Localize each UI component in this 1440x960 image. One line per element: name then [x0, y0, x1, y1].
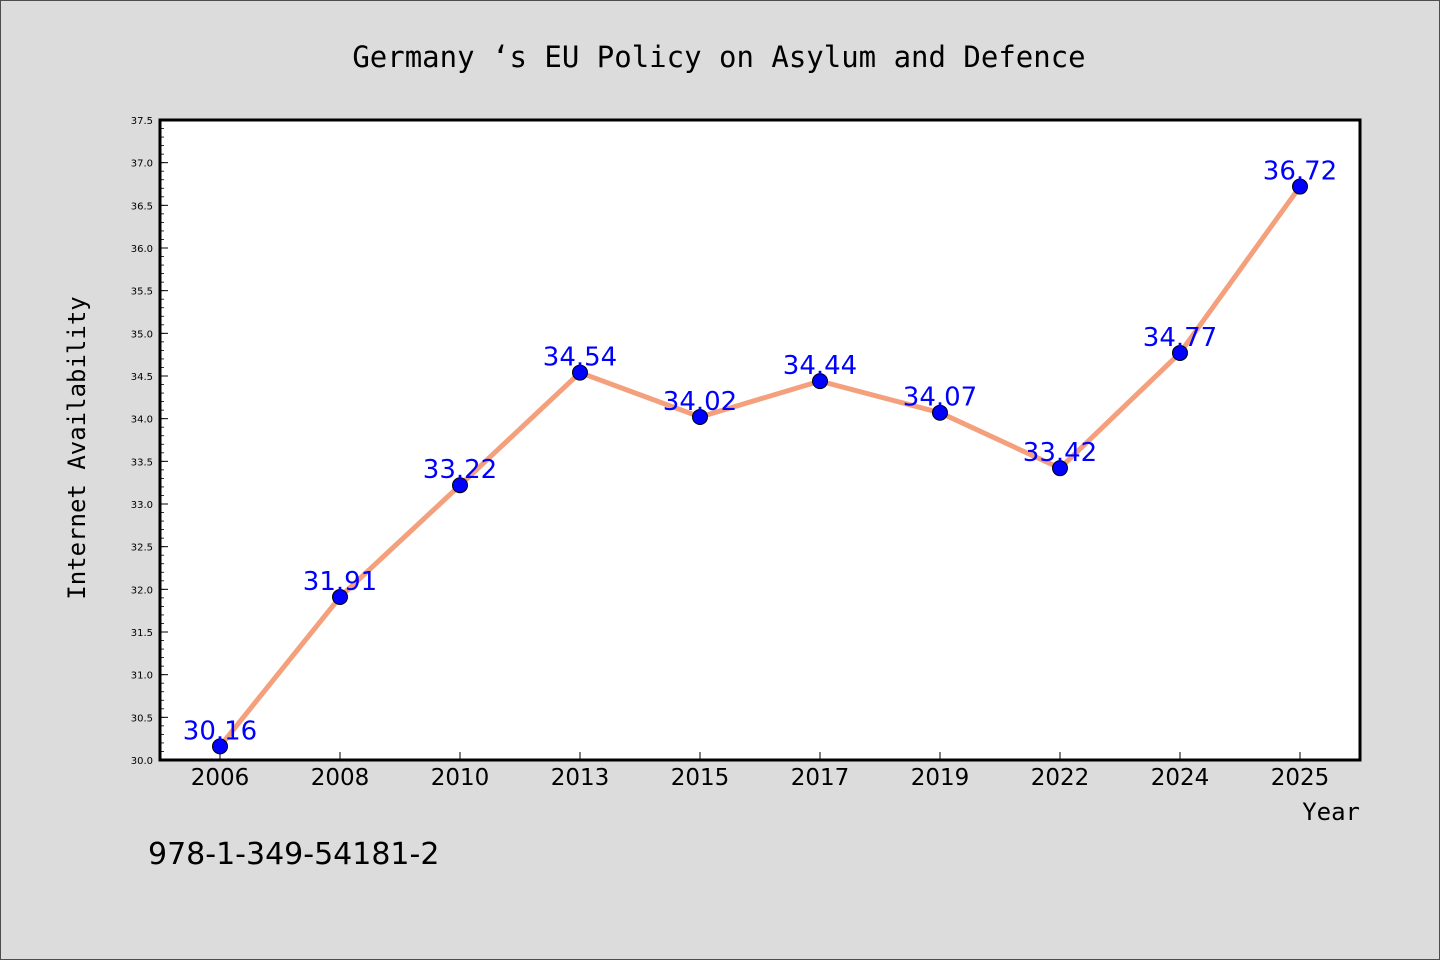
- y-tick-label: 34.0: [131, 415, 153, 426]
- data-label: 30.16: [183, 716, 257, 746]
- y-tick-label: 34.5: [131, 372, 153, 383]
- x-tick-label: 2022: [1031, 765, 1090, 791]
- data-label: 34.07: [903, 383, 977, 413]
- data-point: [1292, 178, 1308, 195]
- y-tick-label: 35.5: [131, 287, 153, 298]
- data-label: 33.42: [1023, 438, 1097, 468]
- plot-area: [158, 118, 1362, 762]
- data-label: 31.91: [303, 567, 377, 597]
- y-tick-label: 36.0: [131, 244, 153, 255]
- chart-title: Germany ‘s EU Policy on Asylum and Defen…: [352, 40, 1085, 74]
- x-axis: 2006 2008 2010 2013 2015 2017 2019 2022 2024 2025: [191, 752, 1330, 791]
- y-tick-label: 37.5: [131, 116, 153, 127]
- data-label: 34.44: [783, 351, 857, 381]
- y-tick-label: 30.0: [131, 756, 153, 767]
- x-tick-label: 2010: [431, 765, 490, 791]
- data-point: [692, 408, 708, 425]
- y-tick-label: 32.0: [131, 585, 153, 596]
- x-tick-label: 2015: [671, 765, 730, 791]
- isbn-footnote: 978-1-349-54181-2: [148, 837, 439, 872]
- x-tick-label: 2006: [191, 765, 250, 791]
- data-label: 34.54: [543, 343, 617, 373]
- data-markers: [212, 178, 1308, 755]
- data-point: [1172, 344, 1188, 361]
- data-point: [932, 404, 948, 421]
- y-tick-label: 31.0: [131, 671, 153, 682]
- data-point: [212, 738, 228, 755]
- y-tick-label: 32.5: [131, 543, 153, 554]
- data-label: 34.02: [663, 387, 737, 417]
- data-point: [1052, 460, 1068, 477]
- series-line-path: [217, 184, 1303, 749]
- y-tick-label: 33.0: [131, 500, 153, 511]
- series-line: [217, 184, 1303, 749]
- data-point: [332, 589, 348, 606]
- data-point: [452, 477, 468, 494]
- data-point: [812, 373, 828, 390]
- y-tick-label: 35.0: [131, 329, 153, 340]
- y-axis: 30.0 30.5 31.0 31.5 32.0 32.5 33.0 33.5 34.0 34.5…: [131, 116, 168, 767]
- x-tick-label: 2017: [791, 765, 850, 791]
- y-tick-label: 33.5: [131, 457, 153, 468]
- x-tick-label: 2008: [311, 765, 370, 791]
- data-label: 33.22: [423, 455, 497, 485]
- y-tick-label: 30.5: [131, 713, 153, 724]
- data-label: 36.72: [1263, 157, 1337, 187]
- data-labels: 30.16 31.91 33.22 34.54 34.02 34.44 34.07 33.42…: [183, 157, 1337, 747]
- y-tick-label: 37.0: [131, 159, 153, 170]
- y-tick-label: 31.5: [131, 628, 153, 639]
- x-tick-label: 2019: [911, 765, 970, 791]
- x-tick-label: 2025: [1271, 765, 1330, 791]
- x-tick-label: 2013: [551, 765, 610, 791]
- data-point: [572, 364, 588, 381]
- data-label: 34.77: [1143, 323, 1217, 353]
- y-tick-label: 36.5: [131, 201, 153, 212]
- y-axis-label: Internet Availability: [63, 296, 91, 599]
- x-axis-label: Year: [1302, 798, 1360, 826]
- x-tick-label: 2024: [1151, 765, 1210, 791]
